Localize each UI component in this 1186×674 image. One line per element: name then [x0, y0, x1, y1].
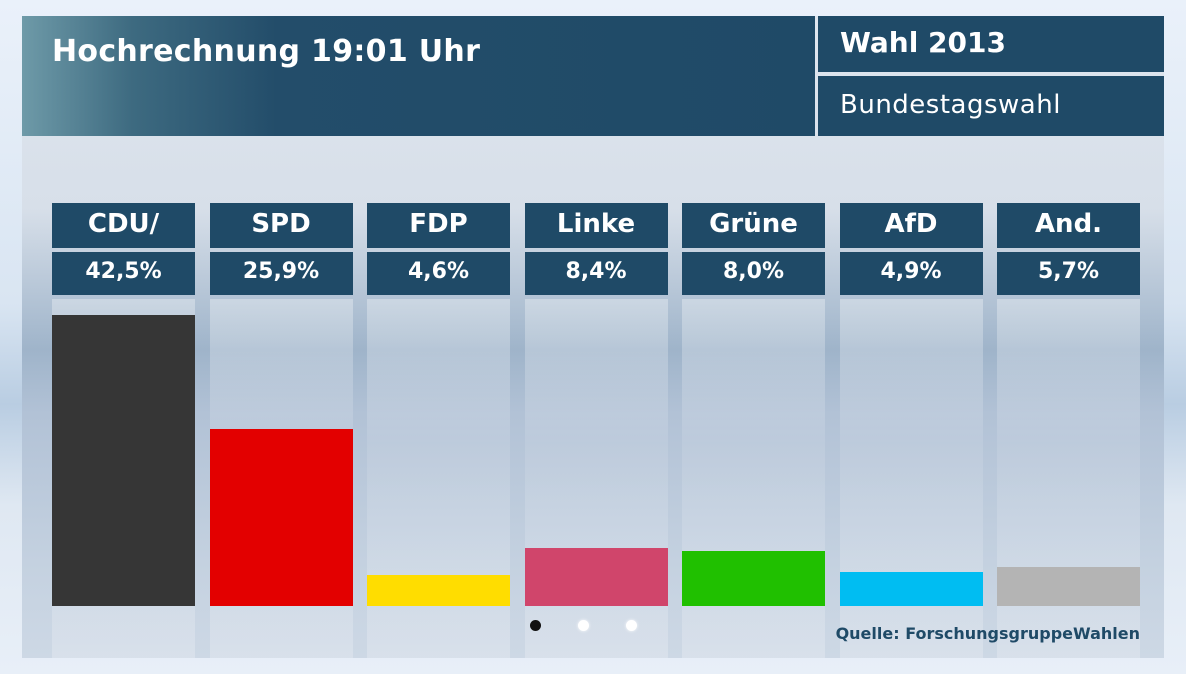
- election-panel: Hochrechnung 19:01 Uhr Wahl 2013 Bundest…: [22, 16, 1164, 658]
- party-percentage: 5,7%: [997, 252, 1140, 295]
- result-bar: [52, 315, 195, 606]
- header-bar: Hochrechnung 19:01 Uhr: [22, 16, 815, 136]
- party-label: AfD: [839, 203, 983, 248]
- election-year-box: Wahl 2013: [818, 16, 1164, 72]
- result-bar: [997, 566, 1140, 606]
- party-label: Linke: [524, 203, 668, 248]
- election-type-label: Bundestagswahl: [840, 90, 1061, 120]
- election-year-label: Wahl 2013: [840, 26, 1006, 59]
- party-label: And.: [997, 203, 1140, 248]
- result-bar: [682, 551, 825, 606]
- party-percentage: 8,4%: [524, 252, 668, 295]
- page-dot[interactable]: [626, 620, 637, 631]
- result-bar: [367, 574, 510, 606]
- party-percentage: 42,5%: [52, 252, 195, 295]
- party-label: CDU/: [52, 203, 195, 248]
- party-percentage: 4,9%: [839, 252, 983, 295]
- page-indicator[interactable]: [530, 620, 660, 634]
- result-bar: [839, 572, 983, 606]
- page-dot[interactable]: [578, 620, 589, 631]
- party-label: Grüne: [682, 203, 825, 248]
- party-label: FDP: [367, 203, 510, 248]
- party-label: SPD: [209, 203, 353, 248]
- party-percentage: 25,9%: [209, 252, 353, 295]
- result-bar: [209, 428, 353, 606]
- page-title: Hochrechnung 19:01 Uhr: [52, 34, 481, 69]
- source-note: Quelle: ForschungsgruppeWahlen: [835, 624, 1140, 643]
- party-percentage: 8,0%: [682, 252, 825, 295]
- party-percentage: 4,6%: [367, 252, 510, 295]
- page-dot[interactable]: [530, 620, 541, 631]
- election-type-box: Bundestagswahl: [818, 76, 1164, 136]
- result-bar: [524, 548, 668, 606]
